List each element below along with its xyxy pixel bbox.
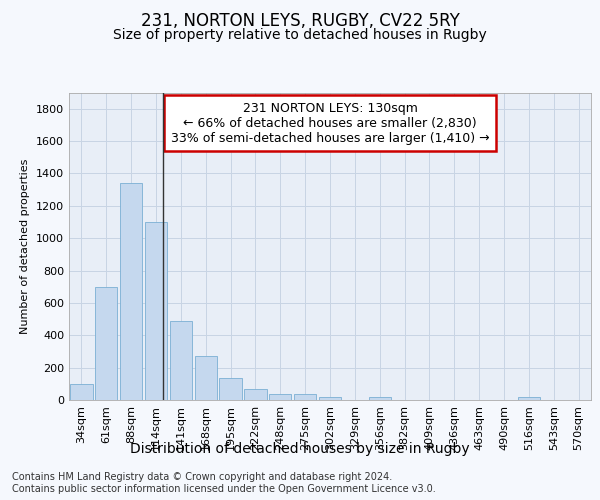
Bar [319, 397, 341, 400]
Text: 231, NORTON LEYS, RUGBY, CV22 5RY: 231, NORTON LEYS, RUGBY, CV22 5RY [140, 12, 460, 30]
Bar [70, 384, 92, 400]
Bar [294, 394, 316, 400]
Text: Distribution of detached houses by size in Rugby: Distribution of detached houses by size … [130, 442, 470, 456]
Text: 231 NORTON LEYS: 130sqm
← 66% of detached houses are smaller (2,830)
33% of semi: 231 NORTON LEYS: 130sqm ← 66% of detache… [170, 102, 490, 144]
Bar [145, 222, 167, 400]
Bar [368, 397, 391, 400]
Bar [518, 397, 540, 400]
Text: Size of property relative to detached houses in Rugby: Size of property relative to detached ho… [113, 28, 487, 42]
Bar [194, 356, 217, 400]
Bar [120, 183, 142, 400]
Text: Contains HM Land Registry data © Crown copyright and database right 2024.
Contai: Contains HM Land Registry data © Crown c… [12, 472, 436, 494]
Bar [170, 320, 192, 400]
Bar [269, 394, 292, 400]
Bar [95, 286, 118, 400]
Y-axis label: Number of detached properties: Number of detached properties [20, 158, 31, 334]
Bar [244, 388, 266, 400]
Bar [220, 378, 242, 400]
